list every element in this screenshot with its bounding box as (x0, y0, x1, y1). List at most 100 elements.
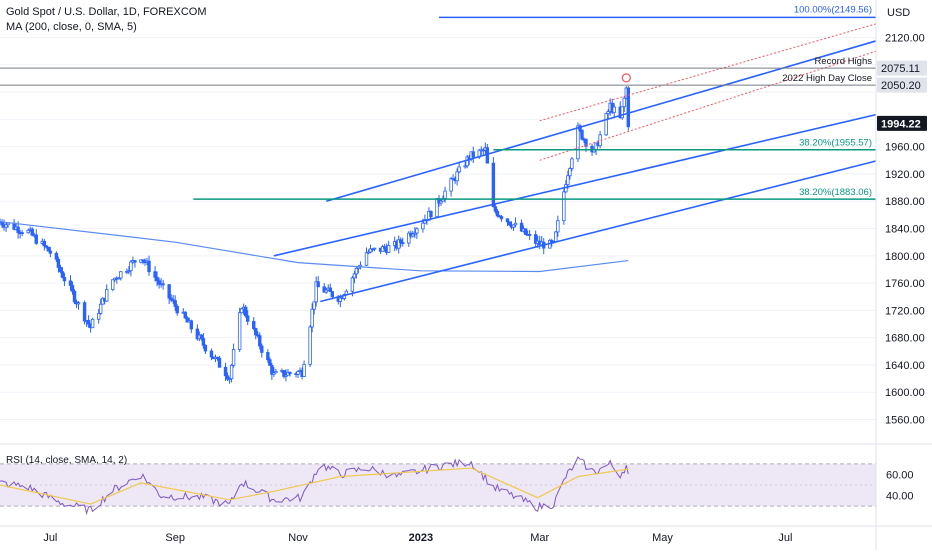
candle-body (449, 178, 453, 192)
x-tick-label: Jul (778, 532, 792, 544)
candle-body (401, 242, 405, 244)
rsi-legend: RSI (14, close, SMA, 14, 2) (6, 455, 128, 466)
candle-body (455, 171, 459, 182)
candle-body (485, 147, 490, 164)
candle-body (225, 375, 230, 380)
record-high-marker (621, 73, 631, 83)
candle-body (133, 260, 137, 263)
candle-body (457, 166, 461, 173)
candle-body (20, 232, 24, 235)
price-tag-bg (877, 60, 927, 76)
candle-body (111, 279, 115, 290)
candle-body (82, 302, 87, 322)
y-tick-label: 1880.00 (885, 196, 925, 208)
candle-body (322, 286, 326, 293)
candle-body (141, 259, 145, 262)
candle-body (201, 338, 206, 346)
ma200-line (0, 221, 629, 273)
candle-body (556, 220, 560, 233)
level-label: 100.00%(2149.56) (794, 4, 872, 15)
candle-body (70, 285, 75, 292)
candle-body (382, 246, 387, 249)
candle-body (105, 289, 109, 302)
candle-body (604, 113, 608, 136)
candle-body (495, 210, 500, 217)
candle-body (147, 260, 151, 273)
candle-body (606, 111, 610, 115)
candle-body (6, 222, 10, 226)
candle-body (231, 349, 236, 366)
candle-body (274, 371, 278, 374)
candle-body (169, 297, 173, 301)
candle-body (413, 232, 417, 235)
candle-body (127, 270, 131, 273)
candle-body (288, 371, 292, 375)
candle-body (129, 261, 133, 272)
candle-body (580, 129, 584, 140)
level-label: Record Highs (814, 56, 872, 67)
y-tick-label: 2120.00 (885, 33, 925, 45)
candle-body (239, 308, 244, 314)
candle-body (16, 226, 20, 233)
x-tick-label: May (652, 532, 673, 544)
candle-body (175, 305, 179, 314)
candle-body (62, 277, 67, 282)
y-tick-label: 1760.00 (885, 278, 925, 290)
x-tick-label: 2023 (409, 532, 433, 544)
candle-body (338, 297, 343, 302)
y-tick-label: 1640.00 (885, 360, 925, 372)
y-tick-label: 1680.00 (885, 333, 925, 345)
candle-body (463, 165, 467, 168)
ma-legend: MA (200, close, 0, SMA, 5) (6, 21, 137, 33)
candle-body (48, 250, 53, 254)
candle-body (368, 248, 373, 253)
x-tick-label: Nov (288, 532, 308, 544)
candle-body (215, 356, 220, 359)
candle-body (58, 267, 63, 273)
candle-body (199, 334, 204, 339)
candle-body (260, 345, 264, 353)
y-tick-label: 1800.00 (885, 251, 925, 263)
candle-body (68, 280, 73, 286)
candle-body (533, 234, 538, 244)
candle-body (155, 276, 159, 282)
candle-body (493, 206, 498, 212)
candle-body (203, 344, 208, 352)
candle-body (227, 378, 232, 381)
candle-body (366, 251, 371, 254)
x-tick-label: Jul (43, 532, 57, 544)
price-tag-label: 2050.20 (881, 80, 921, 92)
candle-body (189, 320, 194, 330)
candle-body (372, 247, 377, 250)
candle-body (308, 326, 312, 365)
y-tick-label: 1840.00 (885, 224, 925, 236)
candle-body (519, 222, 524, 232)
candle-body (620, 106, 624, 119)
candle-body (34, 234, 38, 244)
candle-body (562, 191, 566, 222)
candle-body (252, 320, 256, 329)
candle-body (507, 221, 512, 226)
rsi-tick-label: 40.00 (886, 491, 914, 503)
y-axis-currency-label: USD (887, 7, 910, 19)
x-tick-label: Sep (165, 532, 185, 544)
candle-body (153, 271, 157, 278)
candle-body (499, 216, 504, 220)
y-tick-label: 1960.00 (885, 142, 925, 154)
candle-body (42, 240, 47, 247)
candle-body (380, 246, 385, 252)
level-label: 38.20%(1883.06) (799, 187, 872, 198)
candle-body (397, 239, 401, 249)
candle-body (173, 300, 177, 307)
candle-body (439, 200, 443, 204)
candle-body (513, 222, 518, 226)
candle-body (26, 229, 30, 234)
chart-title: Gold Spot / U.S. Dollar, 1D, FOREXCOM (6, 6, 207, 18)
candle-body (576, 125, 580, 160)
candle-body (223, 366, 228, 377)
y-tick-label: 1920.00 (885, 169, 925, 181)
candle-body (554, 231, 558, 242)
candle-body (157, 280, 161, 285)
